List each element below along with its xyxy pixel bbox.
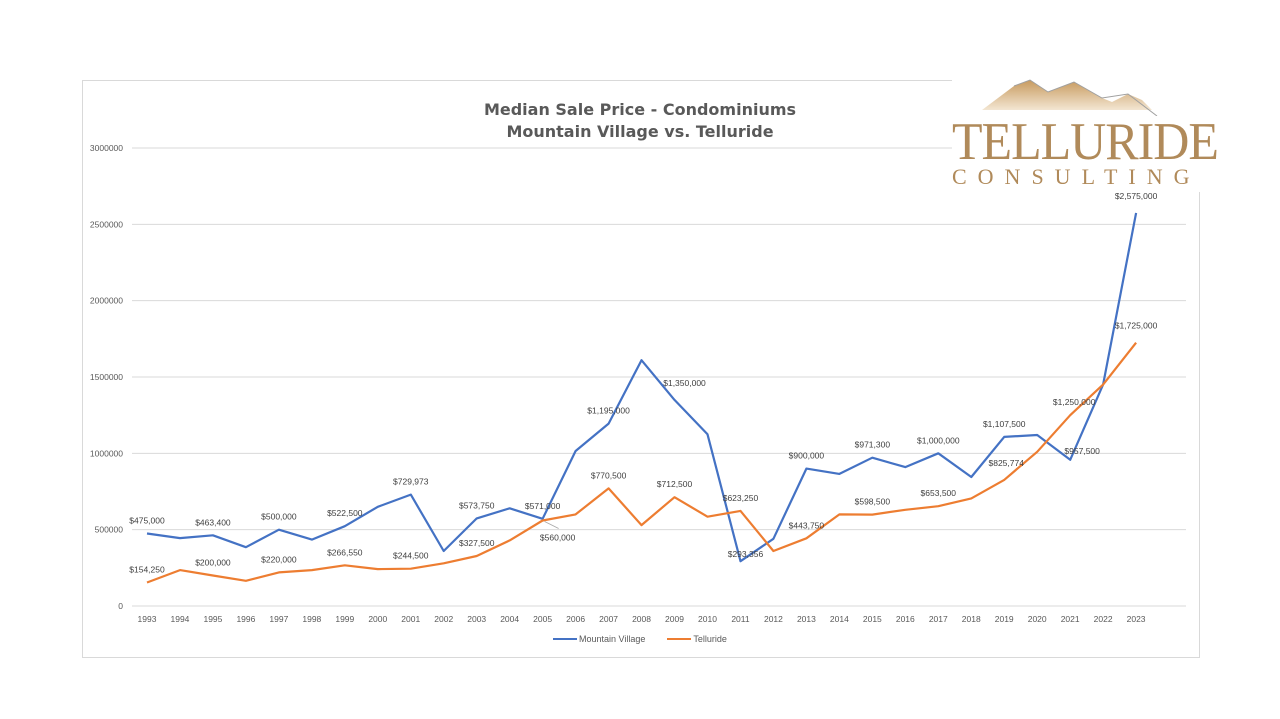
data-label: $825,774 — [988, 458, 1024, 468]
legend: Mountain Village Telluride — [0, 634, 1280, 644]
data-label: $293,356 — [728, 549, 764, 559]
legend-item-telluride: Telluride — [667, 634, 727, 644]
data-label: $1,350,000 — [663, 378, 706, 388]
x-tick-label: 2010 — [698, 614, 717, 624]
x-tick-label: 2000 — [368, 614, 387, 624]
y-axis-ticks: 0 500000 1000000 1500000 2000000 2500000 30000… — [90, 143, 123, 611]
x-tick-label: 2004 — [500, 614, 519, 624]
x-tick-label: 2015 — [863, 614, 882, 624]
data-labels: $475,000 $463,400 $500,000 $522,500 $729,973… — [129, 191, 1157, 575]
data-label: $598,500 — [855, 497, 891, 507]
data-label: $475,000 — [129, 515, 165, 525]
data-label: $623,250 — [723, 493, 759, 503]
x-tick-label: 2016 — [896, 614, 915, 624]
x-axis-ticks: 1993 1994 1995 1996 1997 1998 1999 2000 2001 2002… — [138, 614, 1146, 624]
telluride-consulting-logo: TELLURIDE CONSULTING — [952, 76, 1219, 192]
y-tick-label: 500000 — [95, 525, 124, 535]
telluride-line — [146, 342, 1137, 584]
data-label: $900,000 — [789, 451, 825, 461]
x-tick-label: 2003 — [467, 614, 486, 624]
data-label: $1,107,500 — [983, 419, 1026, 429]
x-tick-label: 2020 — [1028, 614, 1047, 624]
x-tick-label: 2022 — [1094, 614, 1113, 624]
legend-label: Telluride — [693, 634, 727, 644]
data-label: $220,000 — [261, 554, 297, 564]
data-label: $266,550 — [327, 547, 363, 557]
legend-swatch — [667, 638, 692, 640]
x-tick-label: 1996 — [236, 614, 255, 624]
y-tick-label: 1000000 — [90, 448, 123, 458]
data-label: $729,973 — [393, 477, 429, 487]
x-tick-label: 2006 — [566, 614, 585, 624]
data-label: $971,300 — [855, 440, 891, 450]
data-label: $712,500 — [657, 479, 693, 489]
data-label: $443,750 — [789, 520, 825, 530]
mountain-village-line — [146, 212, 1138, 563]
x-tick-label: 1999 — [335, 614, 354, 624]
x-tick-label: 1997 — [269, 614, 288, 624]
x-tick-label: 1994 — [171, 614, 190, 624]
mountain-icon — [982, 79, 1158, 116]
x-tick-label: 2023 — [1127, 614, 1146, 624]
data-label: $1,250,000 — [1053, 397, 1096, 407]
x-tick-label: 2008 — [632, 614, 651, 624]
data-label: $500,000 — [261, 512, 297, 522]
logo-subtext: CONSULTING — [952, 164, 1201, 189]
x-tick-label: 2021 — [1061, 614, 1080, 624]
data-label: $770,500 — [591, 470, 627, 480]
x-tick-label: 2002 — [434, 614, 453, 624]
data-label: $1,725,000 — [1115, 321, 1158, 331]
legend-swatch — [553, 638, 578, 640]
data-label: $1,000,000 — [917, 435, 960, 445]
chart-subtitle: Mountain Village vs. Telluride — [506, 122, 774, 141]
data-label: $200,000 — [195, 557, 231, 567]
data-label: $571,000 — [525, 501, 561, 511]
x-tick-label: 2014 — [830, 614, 849, 624]
x-tick-label: 2019 — [995, 614, 1014, 624]
x-tick-label: 1995 — [203, 614, 222, 624]
x-tick-label: 2007 — [599, 614, 618, 624]
x-tick-label: 2005 — [533, 614, 552, 624]
x-tick-label: 1993 — [138, 614, 157, 624]
data-label: $1,195,000 — [587, 406, 630, 416]
y-tick-label: 3000000 — [90, 143, 123, 153]
data-label: $244,500 — [393, 551, 429, 561]
legend-item-mountain-village: Mountain Village — [553, 634, 645, 644]
x-tick-label: 2018 — [962, 614, 981, 624]
label-leader-line — [544, 521, 559, 529]
data-label: $573,750 — [459, 500, 495, 510]
series-lines — [146, 212, 1138, 584]
legend-label: Mountain Village — [579, 634, 646, 644]
y-tick-label: 2500000 — [90, 219, 123, 229]
data-label: $560,000 — [540, 533, 576, 543]
x-tick-label: 2011 — [731, 614, 750, 624]
y-tick-label: 1500000 — [90, 372, 123, 382]
data-label: $522,500 — [327, 508, 363, 518]
y-tick-label: 0 — [118, 601, 123, 611]
x-tick-label: 2012 — [764, 614, 783, 624]
y-tick-label: 2000000 — [90, 296, 123, 306]
x-tick-label: 2009 — [665, 614, 684, 624]
x-tick-label: 2013 — [797, 614, 816, 624]
data-label: $327,500 — [459, 538, 495, 548]
logo-wordmark: TELLURIDE — [952, 111, 1219, 171]
data-label: $653,500 — [921, 488, 957, 498]
data-label: $463,400 — [195, 517, 231, 527]
chart-title: Median Sale Price - Condominiums — [483, 100, 797, 119]
gridlines — [132, 147, 1186, 607]
data-label: $2,575,000 — [1115, 191, 1158, 201]
x-tick-label: 2001 — [401, 614, 420, 624]
data-label: $957,500 — [1064, 446, 1100, 456]
data-label: $154,250 — [129, 564, 165, 574]
x-tick-label: 2017 — [929, 614, 948, 624]
x-tick-label: 1998 — [302, 614, 321, 624]
